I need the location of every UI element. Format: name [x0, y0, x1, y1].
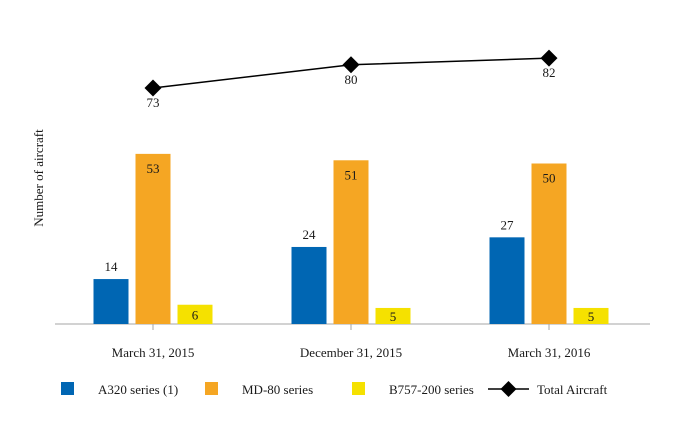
bar-md-80-series-1 — [333, 160, 369, 324]
y-axis-label: Number of aircraft — [31, 129, 46, 227]
bar-b757-200-series-1 — [375, 307, 411, 324]
legend: A320 series (1) MD-80 series B757-200 seri… — [61, 381, 608, 397]
total-marker-2 — [540, 49, 558, 67]
data-label-md-80-series-0: 53 — [147, 161, 160, 176]
data-label-b757-200-series-2: 5 — [588, 309, 595, 324]
data-label-b757-200-series-0: 6 — [192, 307, 199, 322]
legend-label-md-80-series: MD-80 series — [242, 382, 313, 397]
total-line-layer: 73 80 82 — [144, 49, 558, 110]
bar-b757-200-series-0 — [177, 304, 213, 324]
total-label-0: 73 — [147, 95, 160, 110]
legend-label-b757-200-series: B757-200 series — [389, 382, 474, 397]
data-label-b757-200-series-1: 5 — [390, 309, 397, 324]
bar-a320-series-1-0 — [93, 279, 129, 324]
bar-b757-200-series-2 — [573, 307, 609, 324]
bar-md-80-series-2 — [531, 163, 567, 324]
x-tick-label-2: March 31, 2016 — [508, 345, 591, 360]
data-label-a320-series-1-2: 27 — [501, 217, 515, 232]
total-label-2: 82 — [543, 65, 556, 80]
data-label-a320-series-1-0: 14 — [105, 259, 119, 274]
legend-swatch-a320-series-1 — [61, 382, 74, 395]
legend-label-a320-series-1: A320 series (1) — [98, 382, 178, 397]
total-marker-0 — [144, 79, 162, 97]
x-tick-label-0: March 31, 2015 — [112, 345, 195, 360]
bars-layer: 14 24 27 53 51 50 6 5 5 — [93, 153, 609, 324]
bar-a320-series-1-2 — [489, 237, 525, 324]
data-label-md-80-series-2: 50 — [543, 171, 556, 186]
data-label-md-80-series-1: 51 — [345, 167, 358, 182]
legend-marker-total-aircraft — [500, 381, 517, 397]
total-label-1: 80 — [345, 72, 358, 87]
x-ticks-layer: March 31, 2015 December 31, 2015 March 31,… — [112, 324, 591, 360]
legend-swatch-md-80-series — [205, 382, 218, 395]
data-label-a320-series-1-1: 24 — [303, 227, 317, 242]
x-tick-label-1: December 31, 2015 — [300, 345, 402, 360]
bar-a320-series-1-1 — [291, 246, 327, 324]
legend-swatch-b757-200-series — [352, 382, 365, 395]
bar-md-80-series-0 — [135, 153, 171, 324]
total-marker-1 — [342, 56, 360, 74]
legend-label-total-aircraft: Total Aircraft — [537, 382, 608, 397]
